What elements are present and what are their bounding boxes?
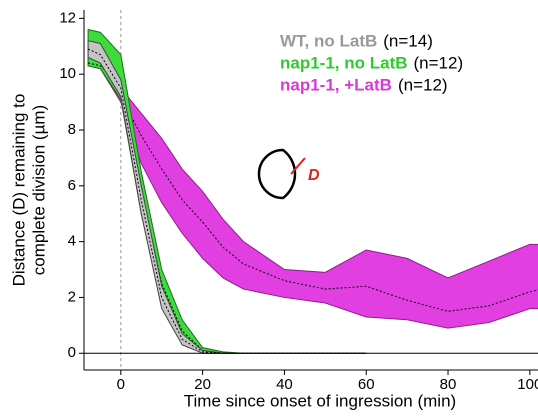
x-axis-label: Time since onset of ingression (min) <box>184 391 456 410</box>
y-tick-label: 12 <box>59 9 76 26</box>
x-tick-label: 20 <box>194 376 211 393</box>
y-tick-label: 4 <box>68 233 76 250</box>
legend-count: (n=14) <box>383 31 433 50</box>
cell-outline <box>257 148 297 200</box>
x-tick-label: 0 <box>117 376 125 393</box>
y-tick-label: 10 <box>59 65 76 82</box>
legend-count: (n=12) <box>398 75 448 94</box>
y-tick-label: 6 <box>68 177 76 194</box>
x-tick-label: 100 <box>517 376 538 393</box>
legend-count: (n=12) <box>414 53 464 72</box>
x-tick-label: 80 <box>440 376 457 393</box>
y-tick-label: 8 <box>68 121 76 138</box>
distance-marker <box>290 157 306 175</box>
annotation: D <box>308 167 320 184</box>
mean-line <box>87 62 538 312</box>
band <box>87 56 538 329</box>
cell-diagram: D <box>257 148 320 200</box>
y-axis-label: Distance (D) remaining to <box>9 94 28 287</box>
y-axis-label: complete division (µm) <box>29 105 48 275</box>
legend-label: nap1-1, +LatB <box>280 75 392 94</box>
plot-area <box>87 10 538 370</box>
y-tick-label: 0 <box>68 344 76 361</box>
mean-line <box>87 48 367 354</box>
legend-label: nap1-1, no LatB <box>280 53 408 72</box>
legend-label: WT, no LatB <box>280 31 377 50</box>
x-tick-label: 60 <box>358 376 375 393</box>
x-tick-label: 40 <box>276 376 293 393</box>
y-tick-label: 2 <box>68 288 76 305</box>
